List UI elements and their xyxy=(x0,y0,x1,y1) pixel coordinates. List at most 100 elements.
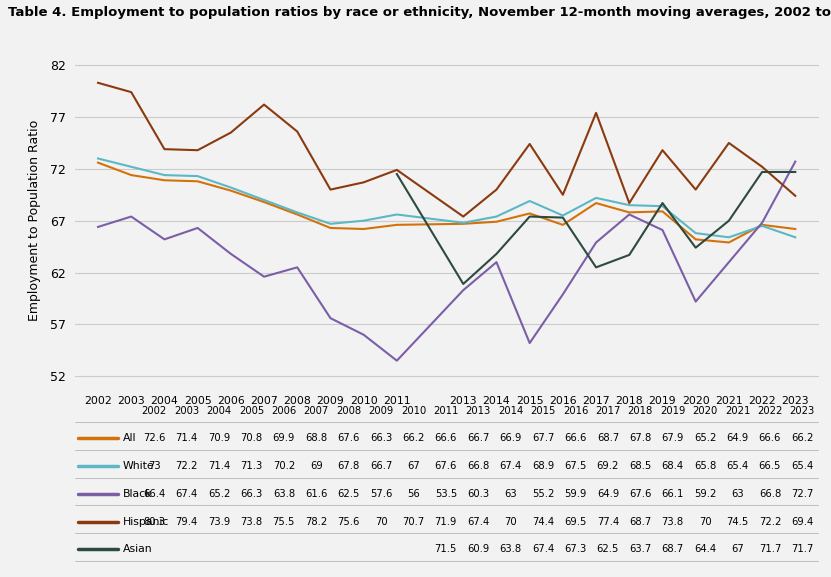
Text: 66.4: 66.4 xyxy=(143,489,165,499)
Text: 2006: 2006 xyxy=(271,406,297,415)
Text: 74.4: 74.4 xyxy=(532,516,554,527)
Text: 55.2: 55.2 xyxy=(532,489,554,499)
Text: 59.2: 59.2 xyxy=(694,489,716,499)
Text: 67.6: 67.6 xyxy=(435,461,457,471)
Text: 62.5: 62.5 xyxy=(337,489,360,499)
Text: 2009: 2009 xyxy=(368,406,394,415)
Text: 77.4: 77.4 xyxy=(597,516,619,527)
Text: 69.9: 69.9 xyxy=(273,433,295,443)
Text: 70: 70 xyxy=(504,516,517,527)
Text: 67.4: 67.4 xyxy=(532,544,554,554)
Text: 73.8: 73.8 xyxy=(240,516,263,527)
Text: 60.3: 60.3 xyxy=(467,489,489,499)
Text: 69: 69 xyxy=(310,461,322,471)
Text: 71.7: 71.7 xyxy=(759,544,781,554)
Text: 71.9: 71.9 xyxy=(435,516,457,527)
Text: 64.9: 64.9 xyxy=(597,489,619,499)
Text: 72.7: 72.7 xyxy=(791,489,814,499)
Text: 60.9: 60.9 xyxy=(467,544,489,554)
Text: 75.5: 75.5 xyxy=(273,516,295,527)
Text: 75.6: 75.6 xyxy=(337,516,360,527)
Text: 2016: 2016 xyxy=(563,406,588,415)
Text: 71.3: 71.3 xyxy=(240,461,263,471)
Text: 66.6: 66.6 xyxy=(759,433,781,443)
Text: 72.2: 72.2 xyxy=(175,461,198,471)
Text: 63.7: 63.7 xyxy=(629,544,652,554)
Text: 67.6: 67.6 xyxy=(629,489,652,499)
Text: 67: 67 xyxy=(731,544,744,554)
Text: White: White xyxy=(123,461,155,471)
Text: 53.5: 53.5 xyxy=(435,489,457,499)
Text: 68.4: 68.4 xyxy=(661,461,684,471)
Text: 2021: 2021 xyxy=(725,406,750,415)
Text: 64.4: 64.4 xyxy=(694,544,716,554)
Text: 68.8: 68.8 xyxy=(305,433,327,443)
Text: 73.8: 73.8 xyxy=(661,516,684,527)
Text: 67.4: 67.4 xyxy=(467,516,489,527)
Text: 79.4: 79.4 xyxy=(175,516,198,527)
Text: 62.5: 62.5 xyxy=(597,544,619,554)
Text: 66.1: 66.1 xyxy=(661,489,684,499)
Text: 66.6: 66.6 xyxy=(435,433,457,443)
Text: 70.9: 70.9 xyxy=(208,433,230,443)
Text: 66.8: 66.8 xyxy=(759,489,781,499)
Text: 72.2: 72.2 xyxy=(759,516,781,527)
Text: 74.5: 74.5 xyxy=(726,516,749,527)
Text: 70: 70 xyxy=(699,516,711,527)
Text: 2019: 2019 xyxy=(660,406,686,415)
Text: 70.7: 70.7 xyxy=(402,516,425,527)
Text: 65.2: 65.2 xyxy=(694,433,716,443)
Text: 68.5: 68.5 xyxy=(629,461,652,471)
Text: 73: 73 xyxy=(148,461,160,471)
Text: 66.7: 66.7 xyxy=(467,433,489,443)
Text: 67.5: 67.5 xyxy=(564,461,587,471)
Text: 64.9: 64.9 xyxy=(726,433,749,443)
Text: 2022: 2022 xyxy=(757,406,783,415)
Text: 61.6: 61.6 xyxy=(305,489,327,499)
Text: 67.4: 67.4 xyxy=(175,489,198,499)
Text: 67.6: 67.6 xyxy=(337,433,360,443)
Text: 78.2: 78.2 xyxy=(305,516,327,527)
Text: 67.8: 67.8 xyxy=(337,461,360,471)
Text: 66.8: 66.8 xyxy=(467,461,489,471)
Text: 67.4: 67.4 xyxy=(499,461,522,471)
Text: 2002: 2002 xyxy=(141,406,167,415)
Text: 65.4: 65.4 xyxy=(791,461,814,471)
Text: 67.7: 67.7 xyxy=(532,433,554,443)
Text: 70.2: 70.2 xyxy=(273,461,295,471)
Text: 71.5: 71.5 xyxy=(435,544,457,554)
Text: 80.3: 80.3 xyxy=(143,516,165,527)
Text: 71.7: 71.7 xyxy=(791,544,814,554)
Text: 69.2: 69.2 xyxy=(597,461,619,471)
Text: 2008: 2008 xyxy=(336,406,361,415)
Text: 63: 63 xyxy=(504,489,517,499)
Text: 67.3: 67.3 xyxy=(564,544,587,554)
Text: Table 4. Employment to population ratios by race or ethnicity, November 12-month: Table 4. Employment to population ratios… xyxy=(8,6,831,19)
Text: 70.8: 70.8 xyxy=(240,433,263,443)
Text: 65.4: 65.4 xyxy=(726,461,749,471)
Text: 2011: 2011 xyxy=(433,406,459,415)
Text: 63.8: 63.8 xyxy=(273,489,295,499)
Text: 2003: 2003 xyxy=(174,406,199,415)
Text: 59.9: 59.9 xyxy=(564,489,587,499)
Text: 68.7: 68.7 xyxy=(661,544,684,554)
Text: 66.6: 66.6 xyxy=(564,433,587,443)
Text: 66.3: 66.3 xyxy=(370,433,392,443)
Text: 73.9: 73.9 xyxy=(208,516,230,527)
Text: 2005: 2005 xyxy=(238,406,264,415)
Text: 67.9: 67.9 xyxy=(661,433,684,443)
Text: 2007: 2007 xyxy=(303,406,329,415)
Text: Asian: Asian xyxy=(123,544,153,554)
Text: 66.3: 66.3 xyxy=(240,489,263,499)
Text: All: All xyxy=(123,433,136,443)
Text: 63.8: 63.8 xyxy=(499,544,522,554)
Text: 2004: 2004 xyxy=(206,406,232,415)
Text: 2013: 2013 xyxy=(465,406,491,415)
Text: 2020: 2020 xyxy=(692,406,718,415)
Text: 2015: 2015 xyxy=(530,406,556,415)
Text: Black: Black xyxy=(123,489,153,499)
Text: 71.4: 71.4 xyxy=(208,461,230,471)
Text: 68.9: 68.9 xyxy=(532,461,554,471)
Text: 66.7: 66.7 xyxy=(370,461,392,471)
Text: 65.8: 65.8 xyxy=(694,461,716,471)
